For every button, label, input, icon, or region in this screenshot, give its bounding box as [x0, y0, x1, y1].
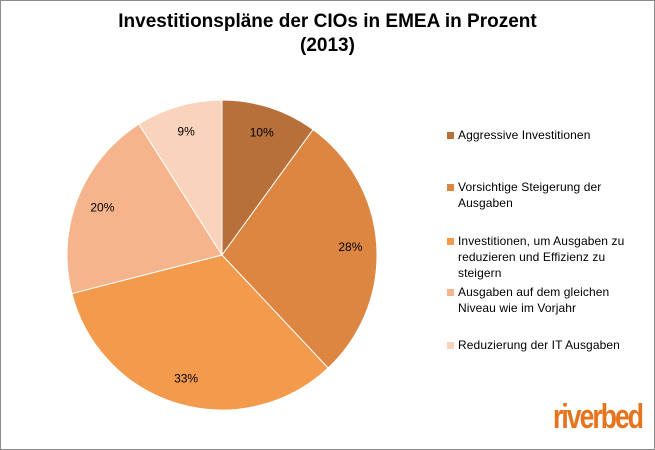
slice-value-label: 10%: [250, 126, 274, 140]
chart-title-main: Investitionspläne der CIOs in EMEA in Pr…: [118, 11, 537, 32]
slice-value-label: 9%: [177, 124, 195, 138]
legend-swatch: [447, 238, 454, 245]
pie-slice: [71, 254, 329, 411]
legend-label: Aggressive Investitionen: [458, 128, 591, 142]
legend-swatch: [447, 342, 454, 349]
legend-label: Vorsichtige Steigerung der Ausgaben: [458, 180, 602, 210]
chart-title-year: (2013): [300, 35, 355, 56]
pie-slice: [221, 128, 378, 369]
pie-slice: [221, 99, 314, 257]
pie-slice: [138, 99, 223, 257]
legend-label: Ausgaben auf dem gleichen Niveau wie im …: [458, 285, 610, 315]
chart-title: Investitionspläne der CIOs in EMEA in Pr…: [1, 10, 654, 58]
slice-value-label: 33%: [174, 372, 198, 386]
legend-swatch: [447, 184, 454, 191]
slice-value-label: 20%: [90, 201, 114, 215]
legend-label: Investitionen, um Ausgaben zu reduzieren…: [458, 234, 625, 280]
slice-value-label: 28%: [338, 240, 362, 254]
pie-slice: [66, 123, 223, 295]
legend-swatch: [447, 289, 454, 296]
legend-label: Reduzierung der IT Ausgaben: [458, 338, 620, 352]
legend-swatch: [447, 132, 454, 139]
riverbed-logo: riverbed: [553, 398, 644, 436]
